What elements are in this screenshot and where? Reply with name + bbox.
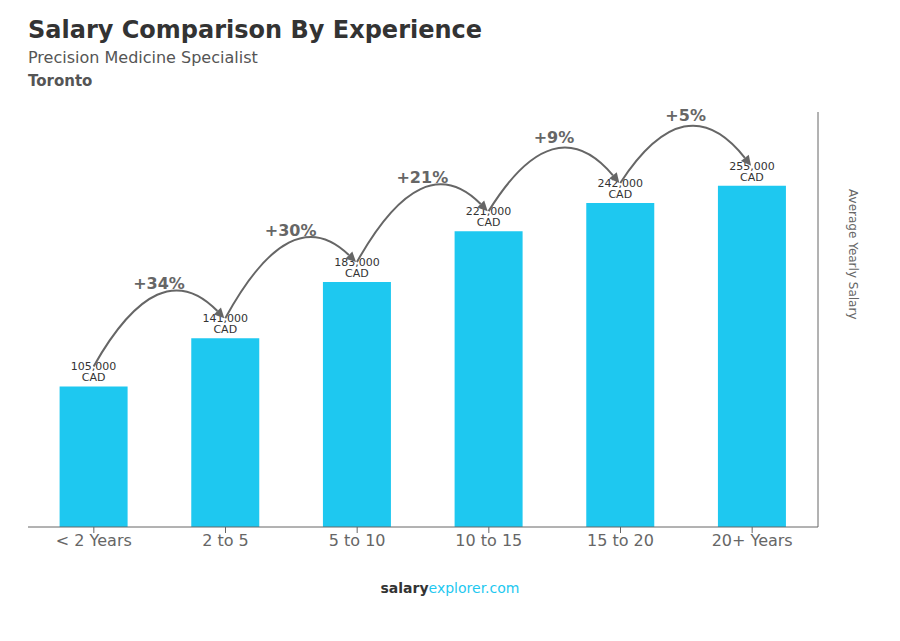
html-text:salary explorer.com: salary explorer.com (380, 580, 520, 596)
svg-text:183,000CAD: 183,000CAD (334, 256, 380, 280)
svg-text:242,000CAD: 242,000CAD (598, 177, 644, 201)
svg-text:+34%: +34% (133, 274, 185, 293)
html-text:Toronto: Toronto (28, 72, 93, 90)
svg-text:221,000CAD: 221,000CAD (466, 205, 512, 229)
svg-text:+5%: +5% (665, 106, 706, 125)
svg-text:141,000CAD: 141,000CAD (203, 312, 249, 336)
svg-text:15 to 20: 15 to 20 (587, 531, 654, 550)
html-text:Salary Comparison By Experienc: Salary Comparison By Experience (28, 16, 483, 44)
svg-text:+9%: +9% (534, 128, 575, 147)
svg-text:255,000CAD: 255,000CAD (729, 160, 775, 184)
svg-text:< 2 Years: < 2 Years (56, 531, 132, 550)
svg-text:+30%: +30% (265, 221, 317, 240)
svg-text:2 to 5: 2 to 5 (202, 531, 249, 550)
svg-text:5 to 10: 5 to 10 (329, 531, 386, 550)
svg-text:10 to 15: 10 to 15 (455, 531, 522, 550)
svg-text:105,000CAD: 105,000CAD (71, 360, 117, 384)
svg-text:20+ Years: 20+ Years (712, 531, 793, 550)
html-text:Precision Medicine Specialist: Precision Medicine Specialist (28, 48, 258, 67)
svg-text:Average Yearly Salary: Average Yearly Salary (846, 189, 860, 319)
svg-text:+21%: +21% (396, 168, 448, 187)
